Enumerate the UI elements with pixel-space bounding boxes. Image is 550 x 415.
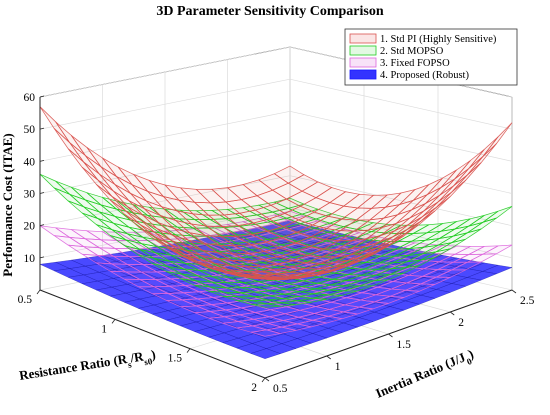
z-axis-label: Performance Cost (ITAE) — [0, 133, 15, 276]
legend-label-2: 2. Std MOPSO — [380, 46, 444, 57]
y-tick-label-3: 2 — [458, 317, 464, 329]
x-tick-label-3: 2 — [251, 382, 257, 394]
legend-item-3: 3. Fixed FOPSO — [349, 57, 450, 69]
x-axis-label-sub2: s0 — [144, 356, 154, 367]
z-tick-mark-5 — [39, 95, 45, 98]
z-tick-label-4: 50 — [24, 124, 36, 136]
z-tick-label-1: 20 — [24, 221, 36, 233]
y-tick-label-2: 1.5 — [397, 339, 412, 351]
surface-cell-2-15-0 — [250, 303, 281, 308]
legend-swatch-1 — [349, 33, 377, 44]
x-tick-mark-0 — [36, 289, 41, 295]
y-tick-mark-0 — [264, 377, 270, 382]
x-axis-label: Resistance Ratio (Rs/Rs0) — [18, 347, 157, 387]
legend-swatch-4 — [349, 69, 377, 80]
legend-swatch-2 — [349, 45, 377, 56]
surface-cell-3-15-0 — [250, 329, 281, 337]
chart-title: 3D Parameter Sensitivity Comparison — [156, 4, 383, 19]
surface-cell-4-15-0 — [250, 348, 282, 359]
y-tick-mark-4 — [511, 289, 517, 294]
surface-series-2 — [39, 173, 513, 308]
z-tick-mark-0 — [39, 256, 45, 259]
legend: 1. Std PI (Highly Sensitive) 2. Std MOPS… — [344, 28, 518, 86]
x-tick-label-0: 0.5 — [18, 294, 33, 306]
x-tick-mark-1 — [111, 319, 116, 324]
surfaces — [39, 106, 513, 359]
legend-item-1: 1. Std PI (Highly Sensitive) — [349, 33, 497, 45]
y-tick-label-0: 0.5 — [273, 383, 288, 395]
z-tick-mark-2 — [39, 192, 45, 194]
y-axis-label-sub: 0 — [465, 356, 474, 367]
x-axis-label-sub1: s — [127, 359, 133, 370]
z-tick-mark-4 — [39, 127, 45, 130]
x-axis-label-part1: Resistance Ratio (R — [18, 351, 129, 383]
x-tick-label-1: 1 — [101, 323, 107, 335]
x-axis-label-part3: ) — [150, 347, 157, 362]
tick-labels: 10 20 30 40 50 60 0.5 1 1.5 2 0.5 1 1.5 2 2.5 — [18, 92, 535, 395]
x-tick-mark-2 — [186, 348, 191, 353]
y-tick-mark-1 — [326, 355, 331, 360]
surface-series-1 — [39, 106, 513, 280]
x-axis-label-part2: /R — [128, 348, 145, 365]
z-tick-label-2: 30 — [24, 189, 36, 201]
y-axis-label-part1: Inertia Ratio (J/J — [373, 349, 468, 401]
z-tick-mark-1 — [39, 224, 45, 227]
z-tick-label-0: 10 — [24, 253, 36, 265]
y-axis-label: Inertia Ratio (J/J0) — [373, 346, 477, 404]
z-tick-label-3: 40 — [24, 156, 36, 168]
y-tick-label-4: 2.5 — [520, 295, 535, 307]
y-tick-label-1: 1 — [335, 361, 341, 373]
legend-item-2: 2. Std MOPSO — [349, 45, 444, 57]
x-tick-mark-3 — [261, 377, 266, 383]
legend-item-4: 4. Proposed (Robust) — [349, 69, 469, 81]
y-axis-label-part2: ) — [466, 346, 476, 362]
legend-swatch-3 — [349, 57, 377, 68]
legend-label-1: 1. Std PI (Highly Sensitive) — [380, 34, 497, 45]
y-tick-mark-3 — [450, 311, 455, 316]
z-tick-label-5: 60 — [24, 92, 36, 104]
x-axis-line — [39, 289, 266, 379]
surface-cell-1-15-0 — [250, 271, 281, 277]
legend-label-4: 4. Proposed (Robust) — [380, 70, 469, 81]
z-tick-mark-3 — [39, 159, 45, 162]
x-tick-label-2: 1.5 — [168, 353, 183, 365]
y-tick-mark-2 — [388, 333, 393, 338]
legend-label-3: 3. Fixed FOPSO — [380, 58, 450, 69]
